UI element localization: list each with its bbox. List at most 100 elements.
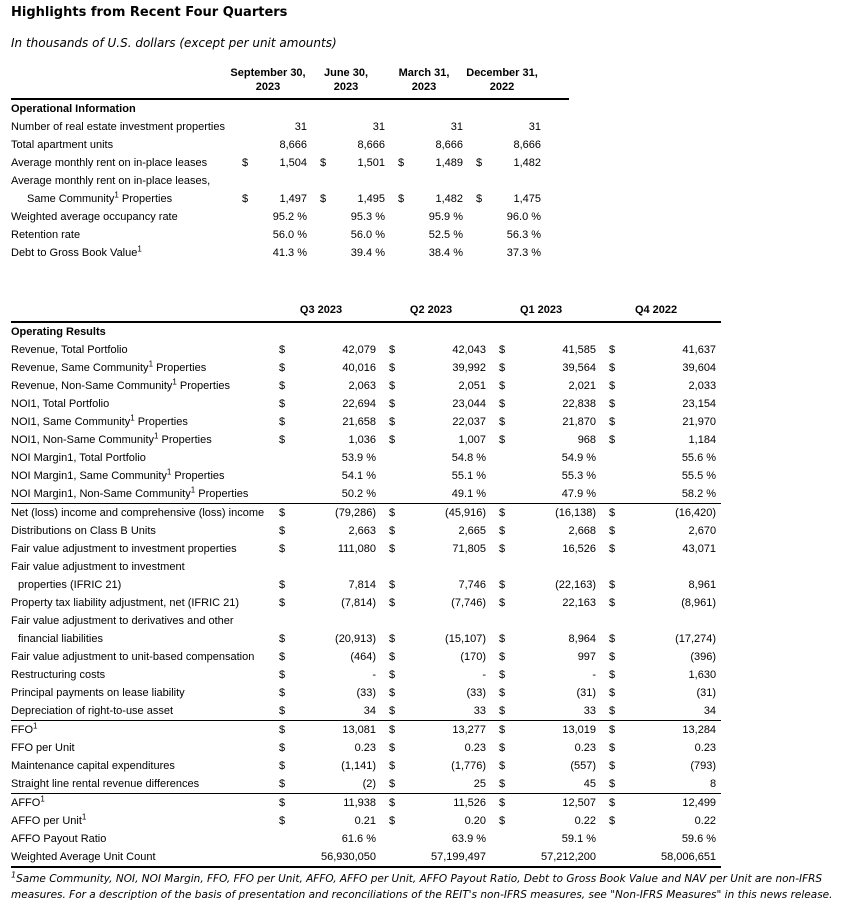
- spacer-cell: [716, 648, 721, 666]
- dollar-sign: [307, 208, 327, 226]
- row-label-text: Straight line rental revenue differences: [11, 778, 200, 790]
- cell-value: (2): [362, 778, 377, 790]
- dollar-sign: $: [596, 503, 621, 522]
- dollar-sign: [596, 558, 620, 576]
- section-label: Operating Results: [11, 326, 106, 338]
- cell-value: (557): [570, 760, 597, 772]
- dollar-sign: [463, 118, 483, 136]
- cell-value: 0.21: [354, 815, 377, 827]
- dollar-sign: $: [279, 778, 286, 790]
- row-label-text: NOI1, Same Community: [11, 416, 131, 428]
- dollar-sign: $: [499, 597, 506, 609]
- table-row: NOI1, Total Portfolio $22,694 $23,044 $22,8…: [11, 395, 721, 413]
- spacer-cell: [716, 449, 721, 467]
- dollar-sign: $: [279, 416, 286, 428]
- cell-value: -: [592, 669, 597, 681]
- cell-value: 57,212,200: [510, 848, 597, 868]
- dollar-sign: [486, 467, 510, 485]
- row-label-text: Fair value adjustment to investment: [11, 561, 185, 573]
- dollar-sign: $: [266, 793, 290, 812]
- dollar-sign: $: [320, 157, 327, 169]
- column-header-line2: 2023: [333, 81, 359, 93]
- row-label-text: Properties: [134, 416, 188, 428]
- cell-value: 1,489: [435, 157, 464, 169]
- dollar-sign: $: [279, 815, 286, 827]
- dollar-sign: $: [486, 793, 511, 812]
- footnote-marker: 1: [154, 431, 159, 441]
- cell-value: 58,006,651: [620, 848, 717, 868]
- dollar-sign: [376, 848, 401, 868]
- table-row: Distributions on Class B Units $2,663 $2,6…: [11, 522, 721, 540]
- column-header: Q4 2022: [596, 299, 717, 323]
- cell-value: (15,107): [445, 633, 487, 645]
- dollar-sign: [376, 485, 400, 504]
- row-label-text: AFFO Payout Ratio: [11, 833, 107, 845]
- spacer-cell: [716, 467, 721, 485]
- dollar-sign: [307, 136, 327, 154]
- cell-value: 1,495: [357, 193, 386, 205]
- dollar-sign: [229, 136, 249, 154]
- cell-value: 59.6 %: [681, 833, 717, 845]
- dollar-sign: $: [499, 398, 506, 410]
- table-row: Maintenance capital expenditures $ (1,141)…: [11, 757, 721, 775]
- row-label: Same Community1 Properties: [11, 190, 229, 208]
- spacer-cell: [716, 684, 721, 702]
- cell-value: 1,482: [435, 193, 464, 205]
- footnote-text: Same Community, NOI, NOI Margin, FFO, FF…: [11, 873, 833, 901]
- row-label-text: FFO per Unit: [11, 742, 75, 754]
- cell-value: (7,746): [451, 597, 487, 609]
- row-label: Principal payments on lease liability: [11, 684, 266, 702]
- dollar-sign: $: [609, 380, 616, 392]
- column-header: June 30, 2023: [307, 62, 386, 100]
- footnote-marker: 1: [166, 467, 172, 477]
- dollar-sign: $: [376, 720, 401, 739]
- dollar-sign: [463, 208, 483, 226]
- spacer-cell: [716, 848, 722, 868]
- table-row: Total apartment units 8,666 8,666 8,666 8,66…: [11, 136, 569, 154]
- row-label-text: Same Community: [27, 193, 115, 205]
- row-label: Fair value adjustment to derivatives and…: [11, 612, 266, 630]
- cell-value: 53.9 %: [341, 452, 377, 464]
- cell-value: 1,482: [513, 157, 542, 169]
- dollar-sign: $: [398, 193, 405, 205]
- spacer-cell: [716, 830, 721, 848]
- row-label: AFFO Payout Ratio: [11, 830, 266, 848]
- cell-value: 13,284: [620, 720, 717, 739]
- table-row: AFFO per Unit1 $0.21 $0.20 $0.22 $0.22: [11, 812, 721, 830]
- cell-value: 55.6 %: [681, 452, 717, 464]
- row-label: Weighted average occupancy rate: [11, 208, 229, 226]
- row-label-text: NOI1, Total Portfolio: [11, 398, 110, 410]
- dollar-sign: $: [389, 705, 396, 717]
- cell-value: (464): [350, 651, 377, 663]
- dollar-sign: [596, 449, 620, 467]
- row-label-text: Revenue, Same Community: [11, 362, 149, 374]
- cell-value: 12,507: [510, 793, 597, 812]
- table-row: Revenue, Non-Same Community1 Properties $…: [11, 377, 721, 395]
- spacer-cell: [716, 341, 721, 359]
- column-header-line1: September 30,: [230, 67, 306, 79]
- footnote-marker: 1: [137, 244, 142, 254]
- spacer-cell: [716, 630, 721, 648]
- row-label-text: Maintenance capital expenditures: [11, 760, 175, 772]
- dollar-sign: [307, 172, 327, 190]
- cell-value: 34: [703, 705, 717, 717]
- cell-value: 56.3 %: [506, 229, 542, 241]
- row-label: Depreciation of right-to-use asset: [11, 702, 266, 721]
- cell-value: 42,043: [452, 344, 487, 356]
- column-header: December 31, 2022: [463, 62, 542, 100]
- dollar-sign: $: [609, 778, 616, 790]
- spacer-cell: [716, 793, 722, 812]
- dollar-sign: [376, 558, 400, 576]
- table-row: properties (IFRIC 21) $7,814 $7,746 $ (22,16…: [11, 576, 721, 594]
- dollar-sign: $: [389, 579, 396, 591]
- dollar-sign: $: [279, 362, 286, 374]
- dollar-sign: $: [389, 815, 396, 827]
- dollar-sign: $: [279, 543, 286, 555]
- dollar-sign: $: [389, 669, 396, 681]
- row-label-text: Properties: [171, 470, 225, 482]
- table-row: FFO1 $13,081 $13,277 $13,019 $13,284: [11, 720, 722, 739]
- cell-value: 7,814: [348, 579, 377, 591]
- row-label: Fair value adjustment to investment: [11, 558, 266, 576]
- header-row: Q3 2023 Q2 2023 Q1 2023 Q4 2022: [11, 299, 722, 323]
